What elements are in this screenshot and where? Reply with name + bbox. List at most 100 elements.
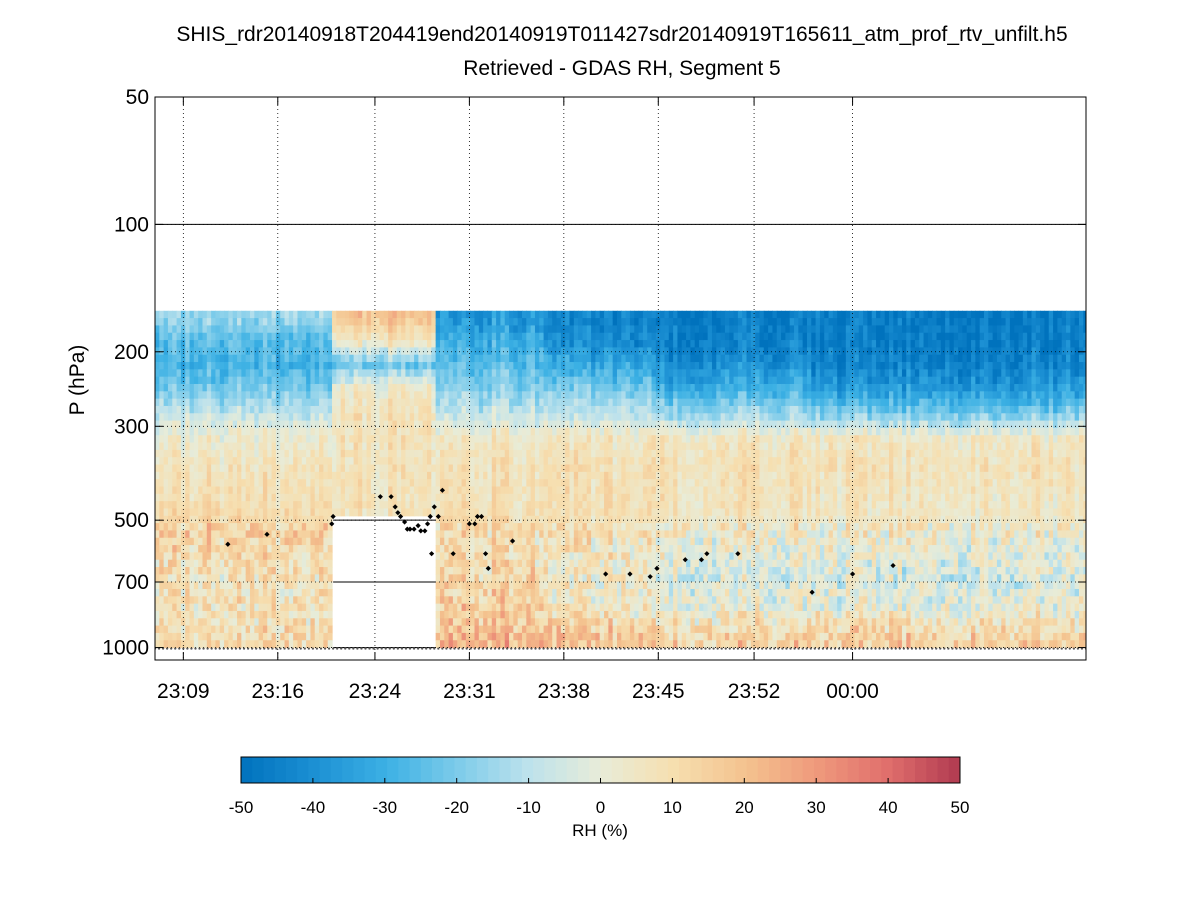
heatmap-cell (254, 588, 260, 597)
heatmap-cell (547, 310, 553, 319)
heatmap-cell (293, 420, 299, 429)
heatmap-cell (522, 486, 527, 495)
heatmap-cell (629, 493, 635, 502)
heatmap-cell (556, 464, 562, 473)
heatmap-cell (228, 632, 234, 641)
heatmap-cell (487, 479, 493, 488)
heatmap-cell (379, 340, 385, 348)
heatmap-cell (491, 479, 497, 488)
heatmap-cell (638, 362, 644, 370)
heatmap-cell (573, 640, 579, 649)
heatmap-cell (344, 354, 350, 363)
heatmap-cell (560, 610, 566, 619)
heatmap-cell (569, 581, 575, 590)
heatmap-cell (310, 405, 316, 414)
heatmap-cell (500, 545, 506, 553)
heatmap-cell (625, 332, 631, 341)
heatmap-cell (586, 318, 592, 327)
heatmap-cell (323, 574, 329, 583)
heatmap-cell (357, 420, 363, 429)
heatmap-cell (189, 625, 195, 634)
heatmap-cell (280, 486, 286, 495)
heatmap-cell (522, 442, 527, 451)
heatmap-cell (500, 486, 506, 495)
heatmap-cell (634, 486, 640, 495)
heatmap-cell (470, 523, 476, 532)
heatmap-cell (500, 537, 506, 546)
heatmap-cell (496, 596, 502, 605)
heatmap-cell (522, 391, 527, 400)
heatmap-cell (271, 552, 277, 561)
heatmap-cell (552, 332, 558, 341)
heatmap-cell (310, 574, 316, 583)
heatmap-cell (327, 530, 333, 539)
heatmap-cell (616, 515, 622, 524)
heatmap-cell (604, 632, 609, 641)
heatmap-cell (444, 603, 450, 612)
heatmap-cell (517, 588, 523, 597)
heatmap-cell (534, 347, 540, 356)
heatmap-cell (193, 332, 199, 341)
heatmap-cell (629, 442, 635, 451)
heatmap-cell (642, 501, 648, 510)
heatmap-cell (569, 471, 575, 480)
heatmap-cell (349, 479, 355, 488)
heatmap-cell (483, 383, 489, 392)
heatmap-cell (228, 552, 234, 561)
heatmap-cell (185, 537, 191, 546)
heatmap-cell (556, 559, 562, 568)
heatmap-cell (232, 501, 238, 510)
heatmap-cell (452, 376, 458, 385)
heatmap-cell (465, 596, 471, 605)
heatmap-cell (569, 567, 575, 575)
heatmap-cell (185, 493, 191, 502)
heatmap-cell (249, 325, 255, 334)
heatmap-cell (314, 435, 320, 444)
heatmap-cell (237, 398, 242, 407)
heatmap-cell (612, 362, 618, 370)
heatmap-cell (172, 632, 178, 641)
heatmap-cell (301, 464, 307, 473)
heatmap-cell (206, 588, 212, 597)
heatmap-cell (560, 332, 566, 341)
heatmap-cell (193, 567, 199, 575)
heatmap-cell (660, 332, 666, 341)
heatmap-cell (478, 493, 484, 502)
heatmap-cell (319, 427, 324, 436)
heatmap-cell (474, 398, 480, 407)
heatmap-cell (241, 457, 247, 466)
heatmap-cell (591, 632, 597, 641)
heatmap-cell (500, 501, 506, 510)
heatmap-cell (543, 508, 549, 517)
heatmap-cell (379, 486, 385, 495)
heatmap-cell (189, 537, 195, 546)
heatmap-cell (280, 479, 286, 488)
heatmap-cell (474, 442, 480, 451)
heatmap-cell (586, 530, 592, 539)
heatmap-cell (271, 610, 277, 619)
heatmap-cell (522, 559, 527, 568)
heatmap-cell (439, 471, 445, 480)
heatmap-cell (586, 435, 592, 444)
heatmap-cell (496, 318, 502, 327)
heatmap-cell (176, 427, 182, 436)
heatmap-cell (172, 545, 178, 553)
heatmap-cell (457, 508, 463, 517)
heatmap-cell (655, 464, 661, 473)
heatmap-cell (556, 596, 562, 605)
heatmap-cell (262, 391, 268, 400)
heatmap-cell (448, 588, 454, 597)
heatmap-cell (612, 398, 618, 407)
heatmap-cell (513, 413, 519, 422)
heatmap-cell (219, 398, 225, 407)
heatmap-cell (660, 515, 666, 524)
heatmap-cell (176, 559, 182, 568)
heatmap-cell (500, 640, 506, 649)
heatmap-cell (427, 457, 432, 466)
heatmap-cell (327, 625, 333, 634)
heatmap-cell (642, 530, 648, 539)
heatmap-cell (155, 610, 160, 619)
heatmap-cell (427, 471, 432, 480)
heatmap-cell (245, 340, 251, 348)
heatmap-cell (582, 471, 588, 480)
